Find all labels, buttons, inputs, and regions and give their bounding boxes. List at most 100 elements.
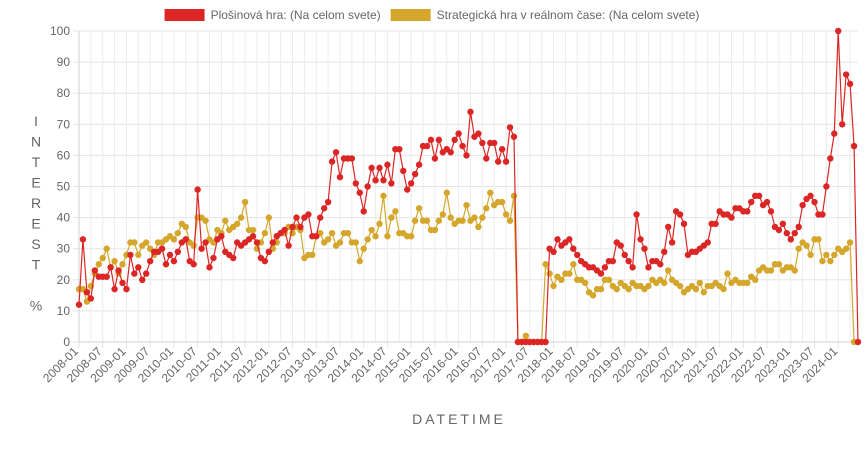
data-point — [558, 276, 565, 283]
data-point — [415, 205, 423, 212]
data-point — [407, 233, 415, 240]
data-point — [317, 214, 324, 221]
data-point — [320, 205, 328, 212]
series-1 — [75, 189, 858, 346]
data-point — [372, 177, 379, 184]
data-point — [819, 211, 826, 218]
data-point — [372, 233, 379, 240]
data-point — [574, 251, 581, 259]
data-point — [597, 285, 605, 293]
data-point — [755, 192, 763, 200]
data-point — [166, 251, 174, 259]
data-point — [668, 239, 676, 246]
data-point — [206, 264, 213, 271]
data-point — [143, 270, 150, 277]
data-point — [158, 245, 166, 252]
y-tick-label: 20 — [57, 273, 71, 287]
data-point — [384, 161, 391, 168]
data-point — [198, 245, 205, 252]
series-layer — [75, 27, 862, 346]
data-point — [799, 201, 806, 209]
data-point — [87, 295, 95, 302]
data-point — [475, 130, 482, 137]
data-point — [233, 220, 241, 228]
data-point — [835, 27, 842, 35]
data-point — [795, 245, 802, 252]
data-point — [748, 198, 755, 206]
data-point — [657, 261, 664, 268]
data-point — [467, 108, 474, 116]
data-point — [767, 208, 775, 215]
data-point — [625, 257, 632, 265]
data-point — [75, 301, 83, 308]
data-point — [700, 289, 707, 296]
data-point — [79, 236, 87, 243]
y-tick-label: 70 — [57, 117, 71, 131]
data-point — [621, 251, 628, 259]
data-point — [791, 267, 798, 274]
data-point — [376, 220, 383, 228]
data-point — [728, 214, 735, 221]
data-point — [613, 285, 620, 293]
data-point — [253, 239, 261, 246]
data-point — [356, 189, 363, 196]
data-point — [305, 211, 312, 218]
data-point — [463, 201, 470, 209]
data-point — [795, 223, 802, 231]
data-point — [550, 248, 557, 256]
data-point — [479, 139, 486, 147]
data-point — [83, 289, 91, 296]
data-point — [131, 270, 138, 277]
data-point — [783, 229, 791, 237]
data-point — [392, 208, 399, 215]
data-point — [356, 257, 363, 265]
data-point — [483, 205, 490, 212]
data-point — [661, 279, 668, 287]
data-point — [332, 149, 340, 156]
data-point — [459, 217, 466, 224]
data-point — [423, 142, 431, 150]
y-tick-label: 10 — [57, 304, 71, 318]
data-point — [380, 192, 387, 200]
data-point — [491, 139, 498, 147]
data-point — [265, 214, 273, 221]
data-point — [439, 211, 446, 218]
data-point — [352, 239, 359, 246]
data-point — [767, 267, 775, 274]
data-point — [249, 233, 257, 240]
data-point — [103, 245, 110, 252]
data-point — [218, 233, 225, 240]
y-tick-label: 60 — [57, 148, 71, 162]
data-point — [831, 251, 838, 259]
data-point — [522, 332, 530, 339]
data-point — [775, 226, 783, 234]
data-point — [336, 173, 344, 181]
data-point — [336, 239, 344, 246]
legend-swatch — [164, 9, 205, 21]
data-point — [143, 239, 150, 246]
data-point — [328, 229, 336, 237]
data-point — [174, 248, 182, 256]
data-point — [676, 211, 684, 218]
data-point — [846, 80, 854, 88]
data-point — [368, 226, 375, 234]
y-tick-label: 50 — [57, 180, 71, 194]
data-point — [550, 282, 557, 290]
data-point — [202, 217, 209, 224]
data-point — [435, 136, 443, 144]
data-point — [823, 251, 830, 259]
data-point — [487, 189, 494, 196]
data-point — [629, 264, 636, 271]
data-point — [135, 251, 142, 259]
data-point — [344, 229, 352, 237]
data-point — [483, 155, 490, 162]
data-point — [447, 214, 454, 221]
data-point — [127, 251, 134, 259]
data-point — [404, 186, 411, 193]
data-point — [455, 130, 462, 137]
data-point — [712, 220, 719, 228]
data-point — [676, 282, 684, 290]
data-point — [811, 198, 818, 206]
data-point — [581, 279, 589, 287]
data-point — [645, 282, 652, 290]
